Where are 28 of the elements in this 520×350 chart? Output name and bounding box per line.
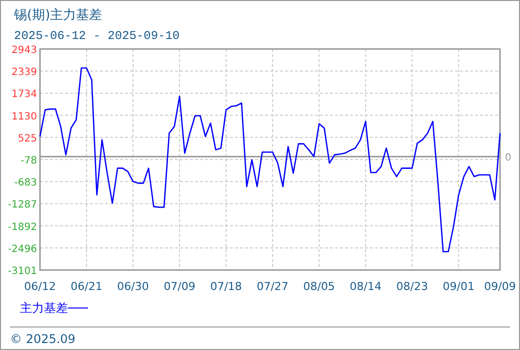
y-tick-label: 2339 [12, 67, 37, 78]
chart-subtitle: 2025-06-12 - 2025-09-10 [14, 29, 180, 43]
x-tick-label: 07/18 [210, 280, 242, 293]
line-series [39, 67, 501, 252]
y-tick-label: -1892 [8, 222, 37, 233]
x-tick-label: 09/01 [442, 280, 475, 293]
y-tick-label: -2496 [8, 244, 37, 255]
x-tick-label: 08/23 [396, 280, 428, 293]
y-tick-label: -3101 [8, 266, 37, 277]
y-tick-label: 525 [18, 133, 37, 144]
text: © 2025.09 [10, 332, 76, 346]
y-tick-label: -683 [14, 178, 37, 189]
x-tick-label: 07/27 [256, 280, 288, 293]
x-tick-label: 07/09 [164, 280, 196, 293]
y-tick-label: 1734 [12, 89, 37, 100]
ref-line-label: 0 [505, 152, 512, 164]
x-tick-label: 06/30 [117, 280, 149, 293]
x-tick-label: 06/21 [70, 280, 102, 293]
legend-label: 主力基差 [20, 301, 68, 315]
chart-title: 锡(期)主力基差 [13, 7, 102, 23]
x-tick-label: 06/12 [24, 280, 56, 293]
x-tick-label: 08/05 [303, 280, 335, 293]
y-tick-label: 2943 [12, 45, 37, 56]
y-tick-label: 1130 [12, 111, 37, 122]
x-tick-label: 08/14 [350, 280, 382, 293]
y-tick-label: -78 [20, 155, 37, 166]
y-tick-label: -1287 [8, 200, 37, 211]
x-tick-label: 09/09 [484, 280, 516, 293]
